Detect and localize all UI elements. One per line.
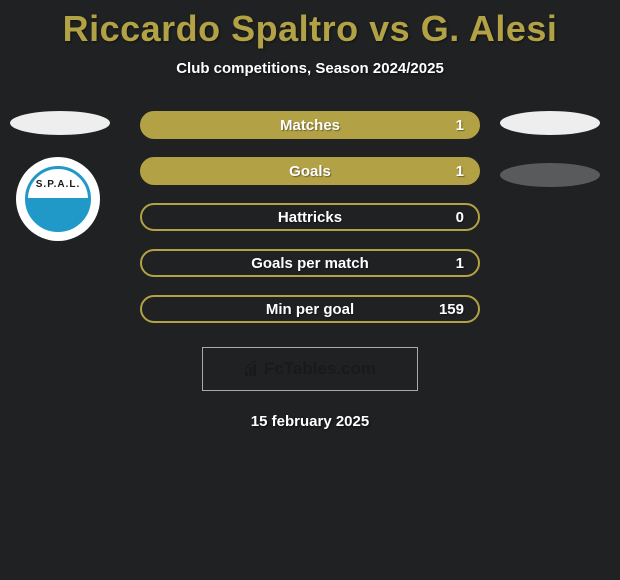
- stat-label: Goals per match: [251, 255, 369, 272]
- subtitle: Club competitions, Season 2024/2025: [0, 60, 620, 77]
- left-column: S.P.A.L.: [10, 111, 110, 241]
- content-area: S.P.A.L. Matches 1 Goals 1 Hattricks 0 G…: [0, 111, 620, 430]
- player1-club-badge: S.P.A.L.: [16, 157, 100, 241]
- brand-text: FcTables.com: [264, 359, 376, 379]
- stat-value: 159: [439, 301, 464, 318]
- stat-label: Goals: [289, 163, 331, 180]
- stat-label: Hattricks: [278, 209, 342, 226]
- stat-value: 1: [456, 163, 464, 180]
- date-text: 15 february 2025: [0, 413, 620, 430]
- stat-row-matches: Matches 1: [140, 111, 480, 139]
- club-badge-text: S.P.A.L.: [36, 179, 81, 190]
- bar-chart-icon: [244, 361, 260, 377]
- right-column: [500, 111, 600, 187]
- stat-row-goals: Goals 1: [140, 157, 480, 185]
- stat-label: Matches: [280, 117, 340, 134]
- player2-avatar: [500, 111, 600, 135]
- stat-row-min-per-goal: Min per goal 159: [140, 295, 480, 323]
- page-title: Riccardo Spaltro vs G. Alesi: [0, 0, 620, 50]
- brand-box: FcTables.com: [202, 347, 418, 391]
- stat-label: Min per goal: [266, 301, 354, 318]
- stat-row-goals-per-match: Goals per match 1: [140, 249, 480, 277]
- player1-avatar: [10, 111, 110, 135]
- club-badge-graphic: S.P.A.L.: [25, 166, 91, 232]
- player2-club-placeholder: [500, 163, 600, 187]
- stat-value: 0: [456, 209, 464, 226]
- stat-value: 1: [456, 255, 464, 272]
- stat-row-hattricks: Hattricks 0: [140, 203, 480, 231]
- stat-value: 1: [456, 117, 464, 134]
- stat-rows: Matches 1 Goals 1 Hattricks 0 Goals per …: [140, 111, 480, 323]
